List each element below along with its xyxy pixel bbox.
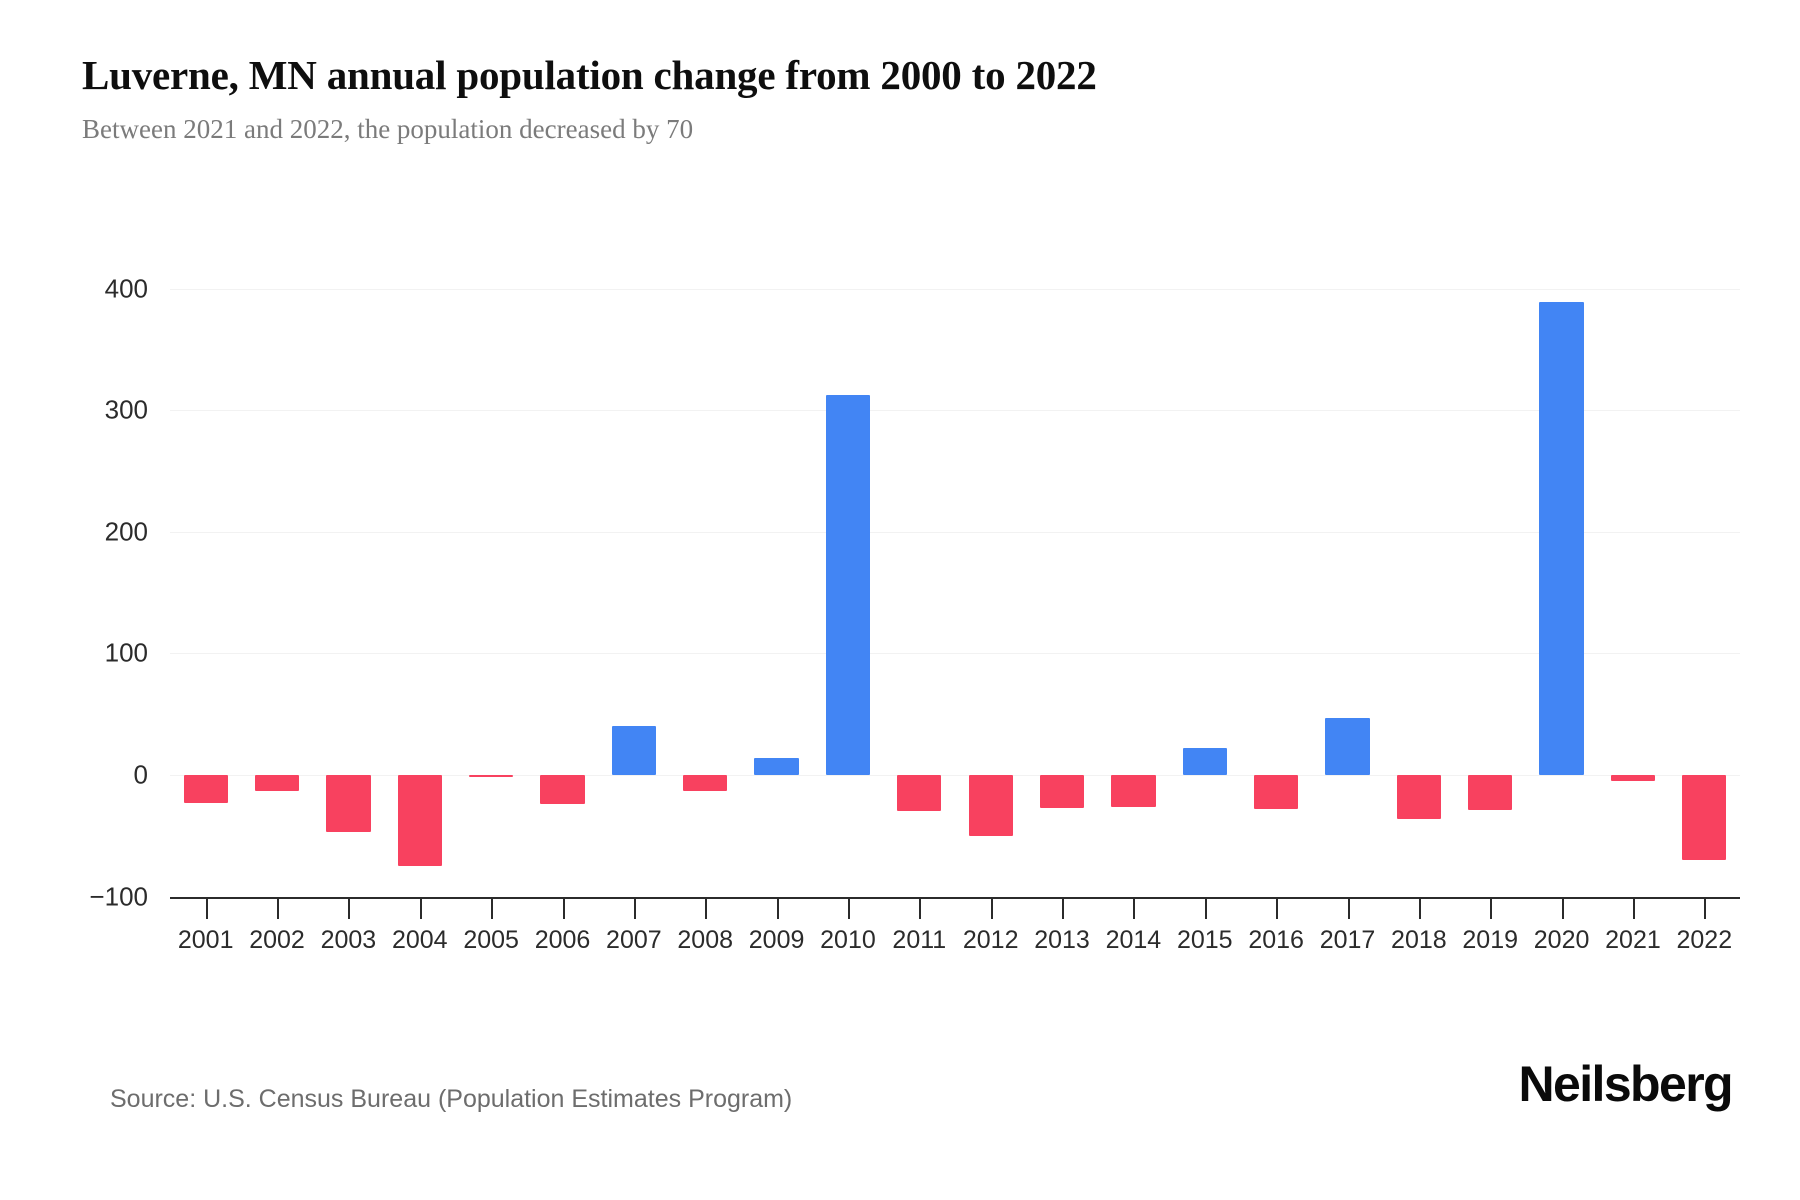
x-axis-label-2021: 2021 [1605, 926, 1661, 954]
bar-2013[interactable] [1039, 775, 1085, 808]
x-axis-label-2014: 2014 [1105, 926, 1162, 954]
bar-2019[interactable] [1468, 775, 1513, 811]
x-axis-label-2018: 2018 [1391, 926, 1447, 954]
bar-2008[interactable] [683, 775, 728, 791]
x-axis-tick [847, 897, 850, 919]
y-axis-tick-label: 300 [104, 394, 148, 425]
bar-2015[interactable] [1182, 748, 1227, 775]
bar-2002[interactable] [254, 775, 300, 791]
x-axis-label-2016: 2016 [1248, 926, 1304, 954]
gridline-300 [170, 410, 1740, 412]
x-axis-label-2017: 2017 [1319, 926, 1376, 954]
x-axis-label-2013: 2013 [1034, 926, 1090, 954]
x-axis-tick [1418, 897, 1421, 919]
x-axis-tick [776, 897, 779, 919]
x-axis-tick [1133, 897, 1136, 919]
x-axis-label-2022: 2022 [1676, 926, 1733, 954]
x-axis-tick [277, 897, 280, 919]
bar-2012[interactable] [968, 775, 1013, 836]
source-note: Source: U.S. Census Bureau (Population E… [110, 1085, 793, 1113]
bar-2003[interactable] [326, 775, 371, 833]
y-axis-tick-label: 200 [104, 516, 148, 547]
x-axis-label-2004: 2004 [391, 926, 448, 954]
bar-2017[interactable] [1325, 717, 1370, 775]
bar-2005[interactable] [469, 775, 514, 777]
x-axis-tick [919, 897, 922, 919]
x-axis-label-2010: 2010 [820, 926, 876, 954]
x-axis-tick [1632, 897, 1635, 919]
x-axis-tick [1062, 897, 1065, 919]
bar-2011[interactable] [897, 775, 942, 812]
bar-2006[interactable] [540, 775, 585, 805]
x-axis-tick [633, 897, 636, 919]
x-axis-tick [419, 897, 422, 919]
bars-layer [170, 0, 1740, 1200]
x-axis-label-2012: 2012 [962, 926, 1019, 954]
x-axis-tick [1490, 897, 1493, 919]
bar-2014[interactable] [1111, 775, 1156, 807]
x-axis-label-2020: 2020 [1533, 926, 1590, 954]
plot-area [170, 288, 1740, 899]
bar-2018[interactable] [1396, 775, 1441, 819]
page-title: Luverne, MN annual population change fro… [82, 52, 1097, 98]
x-axis-label-2007: 2007 [606, 926, 662, 954]
x-axis-tick [1347, 897, 1350, 919]
gridline-100 [170, 653, 1740, 655]
x-axis-line [170, 896, 1740, 899]
bar-2020[interactable] [1539, 302, 1584, 775]
x-axis-tick [1704, 897, 1707, 919]
x-axis-label-2019: 2019 [1462, 926, 1519, 954]
bar-2001[interactable] [183, 775, 228, 803]
y-axis-tick-label: 400 [104, 273, 148, 304]
x-axis-label-2009: 2009 [748, 926, 805, 954]
brand-logo: Neilsberg [1518, 1056, 1734, 1112]
y-axis-tick-label: −100 [89, 881, 148, 912]
x-axis-label-2005: 2005 [463, 926, 519, 954]
bar-2016[interactable] [1254, 775, 1299, 810]
x-axis-label-2015: 2015 [1176, 926, 1233, 954]
x-axis-tick [1204, 897, 1207, 919]
x-axis-tick [990, 897, 993, 919]
x-axis-tick [491, 897, 494, 919]
gridline-200 [170, 531, 1740, 533]
x-axis-tick [348, 897, 351, 919]
bar-2004[interactable] [397, 775, 442, 867]
gridline-400 [170, 288, 1740, 290]
x-axis-tick [1276, 897, 1279, 919]
x-axis-tick [205, 897, 208, 919]
x-axis-tick [1561, 897, 1564, 919]
x-axis-tick [705, 897, 708, 919]
x-axis-label-2006: 2006 [534, 926, 591, 954]
bar-2009[interactable] [754, 757, 799, 775]
gridline-0 [170, 775, 1740, 776]
x-axis-label-2011: 2011 [892, 926, 947, 954]
x-axis-tick [562, 897, 565, 919]
chart-header: Luverne, MN annual population change fro… [82, 52, 1740, 146]
chart-subtitle: Between 2021 and 2022, the population de… [82, 114, 694, 145]
x-axis-label-2003: 2003 [320, 926, 377, 954]
bar-2021[interactable] [1610, 775, 1656, 782]
y-axis-tick-label: 100 [104, 637, 148, 668]
x-axis-label-2008: 2008 [677, 926, 734, 954]
x-axis-label-2001: 2001 [177, 926, 234, 954]
y-axis-tick-label: 0 [133, 759, 148, 790]
bar-2022[interactable] [1682, 775, 1727, 861]
x-axis-label-2002: 2002 [249, 926, 305, 954]
bar-2010[interactable] [825, 394, 871, 775]
bar-2007[interactable] [611, 726, 656, 775]
